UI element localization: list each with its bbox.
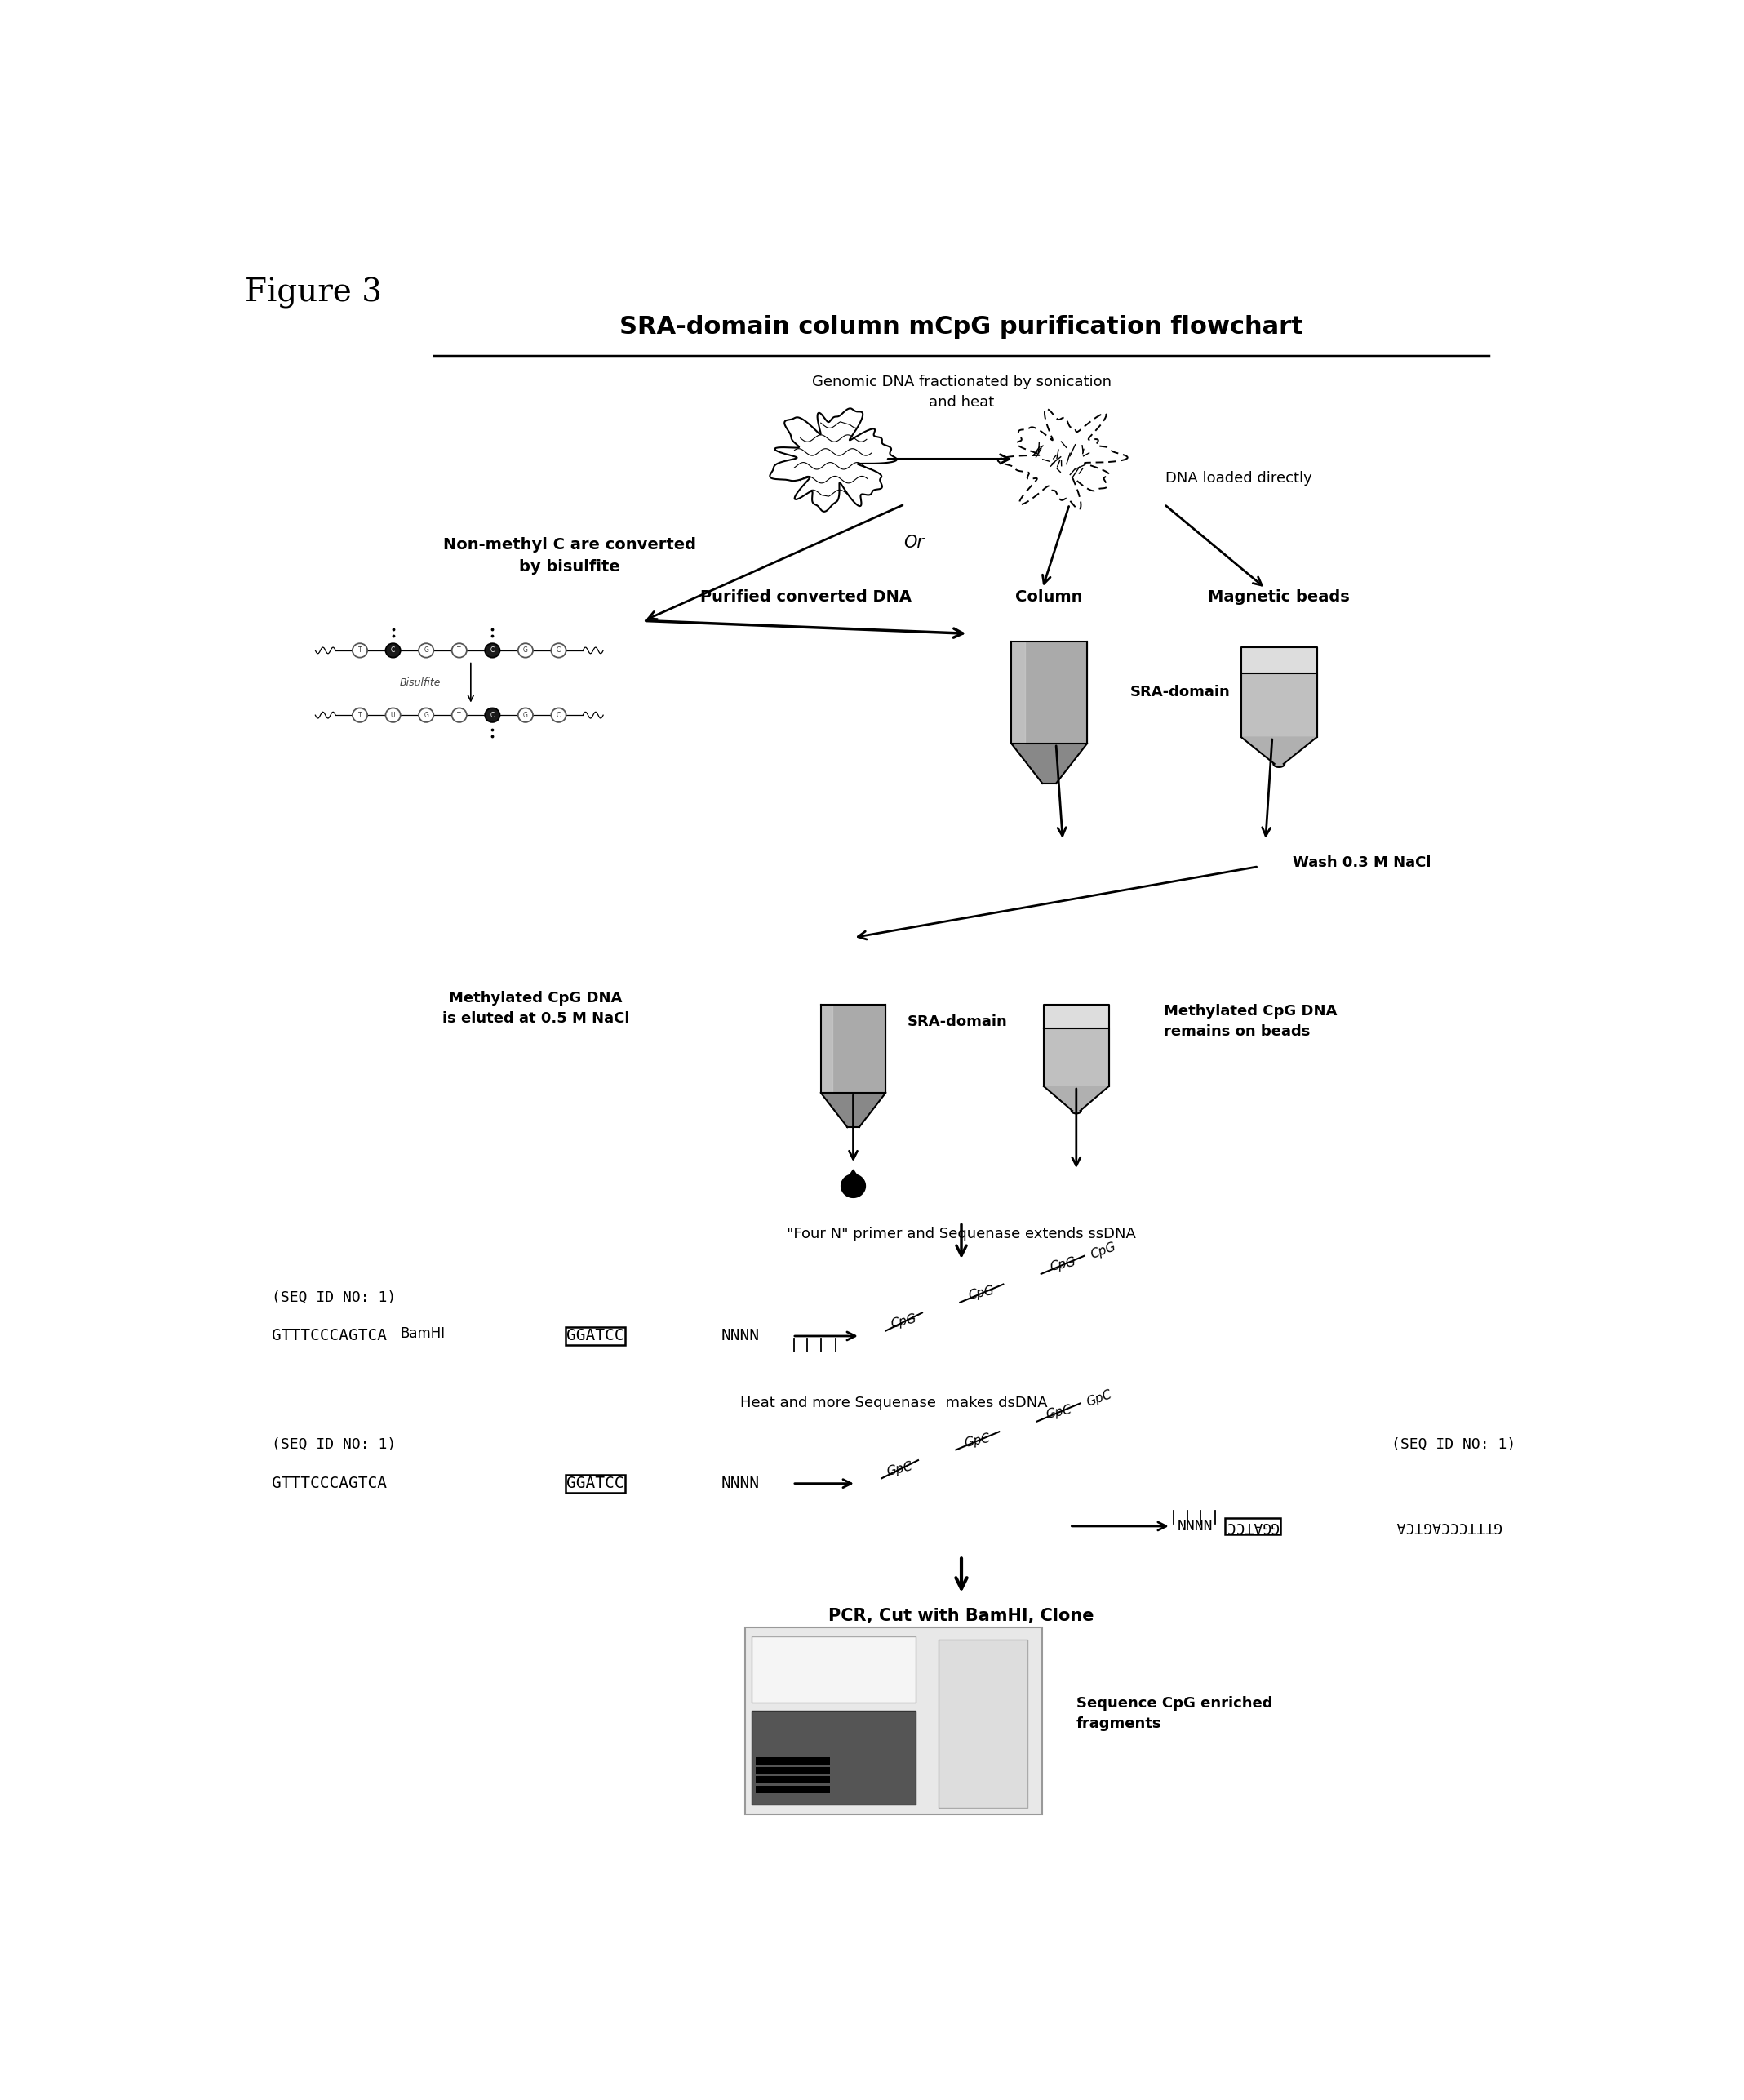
Polygon shape — [1045, 1029, 1109, 1086]
Text: GGATCC: GGATCC — [1226, 1518, 1278, 1533]
Text: GpC: GpC — [1045, 1403, 1073, 1422]
Polygon shape — [1012, 743, 1087, 783]
Bar — [755, 1758, 830, 1764]
Text: SRA-domain: SRA-domain — [1130, 685, 1231, 699]
Text: C: C — [490, 712, 495, 718]
Circle shape — [385, 708, 401, 722]
Text: T: T — [457, 712, 460, 718]
Text: Purified converted DNA: Purified converted DNA — [701, 590, 912, 605]
Text: GpC: GpC — [1085, 1388, 1114, 1409]
Text: Methylated CpG DNA
remains on beads: Methylated CpG DNA remains on beads — [1165, 1004, 1338, 1040]
Text: C: C — [556, 647, 562, 653]
Text: Sequence CpG enriched
fragments: Sequence CpG enriched fragments — [1076, 1697, 1273, 1730]
Text: Or: Or — [903, 536, 924, 550]
Text: GpC: GpC — [963, 1432, 992, 1449]
Text: NNNN: NNNN — [720, 1329, 759, 1344]
Text: CpG: CpG — [1048, 1256, 1076, 1273]
Text: G: G — [424, 647, 429, 653]
Polygon shape — [821, 1004, 832, 1092]
Circle shape — [419, 708, 434, 722]
Text: G: G — [523, 712, 528, 718]
Circle shape — [551, 643, 567, 657]
Text: U: U — [391, 712, 396, 718]
Polygon shape — [821, 1092, 886, 1128]
Text: Wash 0.3 M NaCl: Wash 0.3 M NaCl — [1292, 855, 1430, 869]
Polygon shape — [821, 1004, 886, 1092]
Circle shape — [452, 708, 467, 722]
Polygon shape — [1242, 737, 1317, 764]
Text: GpC: GpC — [886, 1460, 914, 1478]
Text: NNNN: NNNN — [720, 1476, 759, 1491]
Polygon shape — [1045, 1086, 1109, 1111]
Text: Bisulfite: Bisulfite — [399, 678, 441, 689]
Text: Methylated CpG DNA
is eluted at 0.5 M NaCl: Methylated CpG DNA is eluted at 0.5 M Na… — [441, 991, 630, 1027]
Polygon shape — [1242, 647, 1317, 674]
Bar — [755, 1777, 830, 1783]
Text: CpG: CpG — [1088, 1241, 1118, 1260]
Circle shape — [485, 708, 501, 722]
Bar — [745, 1628, 1043, 1814]
Text: (SEQ ID NO: 1): (SEQ ID NO: 1) — [1392, 1436, 1516, 1451]
Circle shape — [518, 708, 534, 722]
Circle shape — [385, 643, 401, 657]
Text: C: C — [556, 712, 562, 718]
Text: Non-methyl C are converted
by bisulfite: Non-methyl C are converted by bisulfite — [443, 538, 696, 575]
Text: Column: Column — [1015, 590, 1083, 605]
Text: T: T — [358, 647, 361, 653]
Text: Magnetic beads: Magnetic beads — [1209, 590, 1350, 605]
Polygon shape — [844, 1170, 862, 1182]
Text: GGATCC: GGATCC — [567, 1476, 624, 1491]
Text: (SEQ ID NO: 1): (SEQ ID NO: 1) — [272, 1289, 396, 1304]
Text: G: G — [523, 647, 528, 653]
Circle shape — [419, 643, 434, 657]
Bar — [755, 1766, 830, 1774]
Bar — [938, 1640, 1027, 1808]
Text: NNNN: NNNN — [1177, 1518, 1214, 1533]
Text: C: C — [490, 647, 495, 653]
Polygon shape — [841, 1174, 865, 1197]
Text: CpG: CpG — [968, 1285, 996, 1302]
Circle shape — [452, 643, 467, 657]
Circle shape — [352, 708, 368, 722]
Polygon shape — [1012, 640, 1025, 743]
Text: (SEQ ID NO: 1): (SEQ ID NO: 1) — [272, 1436, 396, 1451]
Bar — [755, 1785, 830, 1793]
Text: "Four N" primer and Sequenase extends ssDNA: "Four N" primer and Sequenase extends ss… — [787, 1226, 1135, 1241]
Polygon shape — [1273, 764, 1285, 766]
Text: Figure 3: Figure 3 — [244, 277, 382, 309]
Text: CpG: CpG — [889, 1312, 917, 1331]
Bar — [752, 1712, 916, 1804]
Text: T: T — [457, 647, 460, 653]
Polygon shape — [1071, 1111, 1081, 1113]
Circle shape — [485, 643, 501, 657]
Bar — [752, 1636, 916, 1703]
Text: SRA-domain: SRA-domain — [907, 1014, 1008, 1029]
Text: GTTTCCCAGTCA: GTTTCCCAGTCA — [272, 1476, 387, 1491]
Text: DNA loaded directly: DNA loaded directly — [1165, 470, 1311, 485]
Text: PCR, Cut with BamHI, Clone: PCR, Cut with BamHI, Clone — [828, 1609, 1093, 1623]
Text: GGATCC: GGATCC — [567, 1329, 624, 1344]
Text: SRA-domain column mCpG purification flowchart: SRA-domain column mCpG purification flow… — [619, 315, 1303, 338]
Circle shape — [518, 643, 534, 657]
Polygon shape — [769, 407, 896, 512]
Text: C: C — [391, 647, 396, 653]
Text: Heat and more Sequenase  makes dsDNA: Heat and more Sequenase makes dsDNA — [739, 1397, 1048, 1411]
Text: T: T — [358, 712, 361, 718]
Text: GTTTCCCAGTCA: GTTTCCCAGTCA — [272, 1329, 387, 1344]
Text: G: G — [424, 712, 429, 718]
Polygon shape — [1242, 674, 1317, 737]
Polygon shape — [1045, 1004, 1109, 1029]
Polygon shape — [1012, 640, 1087, 743]
Text: GTTTCCCAGTCA: GTTTCCCAGTCA — [1395, 1518, 1502, 1533]
Text: Genomic DNA fractionated by sonication
and heat: Genomic DNA fractionated by sonication a… — [811, 376, 1111, 410]
Polygon shape — [998, 410, 1128, 508]
Circle shape — [551, 708, 567, 722]
Text: BamHI: BamHI — [401, 1325, 445, 1340]
Circle shape — [352, 643, 368, 657]
